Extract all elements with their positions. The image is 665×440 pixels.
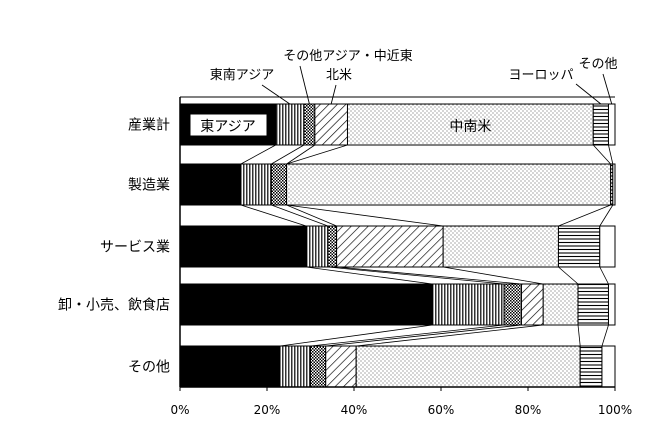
connector-line [601, 324, 609, 347]
connector-line [306, 266, 433, 285]
in-bar-labels: 東アジア 中南米 [189, 113, 491, 137]
connector-line [592, 144, 611, 165]
bar-segment [336, 225, 444, 268]
bar-segment [442, 225, 559, 268]
bar-segment [520, 283, 544, 326]
bar-segment [179, 345, 281, 388]
bar-segment [542, 283, 579, 326]
connector-line [271, 144, 305, 165]
category-label: 産業計 [128, 118, 170, 134]
bar-segment [592, 103, 609, 146]
connector-line [286, 144, 316, 165]
x-tick-label: 60% [428, 403, 455, 417]
bar-segment [601, 345, 616, 388]
bar-segment [607, 283, 616, 326]
bar-segment [240, 163, 272, 206]
in-bar-label-latin-america: 中南米 [449, 119, 491, 135]
connector-line [608, 144, 614, 165]
category-label: 卸・小売、飲食店 [58, 297, 170, 314]
connector-line [240, 144, 276, 165]
x-tick-label: 80% [515, 403, 542, 417]
legend-leader-line [575, 83, 602, 105]
connector-line [286, 204, 337, 227]
bar-segment [179, 283, 433, 326]
in-bar-label-box [189, 113, 268, 137]
bar-segment [607, 103, 616, 146]
connector-line [577, 324, 581, 347]
x-tick-label: 0% [170, 403, 189, 417]
connector-line [286, 204, 444, 227]
bar-segment [579, 345, 603, 388]
connector-line [558, 266, 579, 285]
bar-segment [325, 345, 357, 388]
legend-leader-line [602, 73, 613, 105]
connector-line [599, 266, 609, 285]
legend-label: 東南アジア [210, 67, 274, 83]
connector-line [279, 324, 433, 347]
connector-line [310, 324, 505, 347]
category-label: その他 [128, 360, 170, 376]
bar-segment [179, 163, 242, 206]
connector-line [271, 204, 329, 227]
legend-label: その他アジア・中近東 [283, 48, 412, 64]
connector-line [325, 324, 522, 347]
bar-segment [275, 103, 305, 146]
bar-segment [279, 345, 311, 388]
bar-segment [355, 345, 581, 388]
in-bar-label-east-asia: 東アジア [200, 119, 255, 135]
bar-segment [346, 103, 594, 146]
x-tick-label: 100% [598, 403, 632, 417]
legend-label: その他 [578, 57, 617, 72]
connector-line [599, 204, 614, 227]
connector-line [336, 266, 522, 285]
x-tick-label: 20% [254, 403, 281, 417]
connector-line [286, 144, 348, 165]
category-label: 製造業 [128, 178, 170, 194]
bar-segment [179, 225, 307, 268]
bar-segment [557, 225, 601, 268]
bar-segment [431, 283, 505, 326]
x-axis-ticks: 0% 20% 40% 60% 80% 100% [170, 387, 632, 417]
bar-segment [303, 103, 316, 146]
connector-line [240, 204, 307, 227]
bars-group [179, 103, 616, 388]
category-label: サービス業 [100, 240, 170, 256]
bar-segment [599, 225, 616, 268]
bar-segment [612, 163, 616, 206]
legend-label: 北米 [326, 68, 352, 83]
legend-leader-line [299, 65, 310, 105]
bar-segment [503, 283, 522, 326]
bar-segment [286, 163, 612, 206]
connector-line [443, 266, 544, 285]
connector-line [558, 204, 611, 227]
legend-leader-line [330, 84, 337, 105]
legend-label: ヨーロッパ [508, 68, 573, 83]
bar-segment [270, 163, 288, 206]
bar-segment [305, 225, 329, 268]
bar-segment [577, 283, 609, 326]
connector-line [356, 324, 544, 347]
x-tick-label: 40% [341, 403, 368, 417]
connector-line [327, 266, 505, 285]
bar-segment [310, 345, 327, 388]
legend-leader-line [261, 84, 291, 105]
connector-lines [240, 144, 614, 347]
bar-segment [327, 225, 338, 268]
bar-segment [314, 103, 348, 146]
